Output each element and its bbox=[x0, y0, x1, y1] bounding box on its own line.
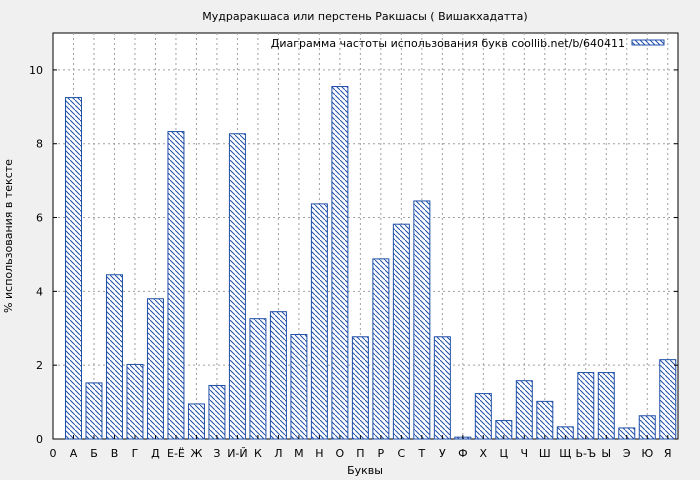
bar-16 bbox=[372, 258, 390, 440]
bar-26 bbox=[577, 372, 595, 440]
grid bbox=[53, 33, 678, 439]
legend-swatch bbox=[631, 39, 665, 46]
bar-12 bbox=[290, 334, 308, 440]
bar-2 bbox=[85, 382, 103, 440]
x-tick-label: Ы bbox=[601, 447, 611, 460]
x-tick-label: Г bbox=[132, 447, 139, 460]
x-tick-label: З bbox=[213, 447, 220, 460]
bar-23 bbox=[515, 380, 533, 440]
x-tick-label: Л bbox=[274, 447, 282, 460]
legend: Диаграмма частоты использования букв coo… bbox=[271, 37, 665, 50]
x-tick-label: Р bbox=[378, 447, 385, 460]
bar-13 bbox=[310, 203, 328, 440]
x-tick-label: Ш bbox=[539, 447, 551, 460]
bar-6 bbox=[167, 131, 185, 440]
x-tick-label: Ф bbox=[458, 447, 467, 460]
y-axis-title: % использования в тексте bbox=[2, 159, 15, 313]
y-tick-label: 0 bbox=[36, 433, 43, 446]
bar-15 bbox=[351, 336, 369, 440]
bar-3 bbox=[105, 274, 123, 440]
bar-7 bbox=[187, 403, 205, 440]
bar-14 bbox=[331, 86, 349, 440]
x-tick-label: А bbox=[70, 447, 78, 460]
bars bbox=[64, 86, 677, 440]
bar-9 bbox=[228, 133, 246, 440]
x-tick-label: Ч bbox=[521, 447, 529, 460]
bar-30 bbox=[659, 359, 677, 440]
x-tick-label: И-Й bbox=[227, 447, 247, 460]
bar-19 bbox=[433, 336, 451, 440]
x-tick-label: Ь-Ъ bbox=[575, 447, 596, 460]
bar-18 bbox=[413, 200, 431, 440]
x-tick-label: Т bbox=[417, 447, 425, 460]
x-tick-label: Е-Ё bbox=[167, 447, 185, 460]
y-tick-label: 10 bbox=[29, 64, 43, 77]
bar-17 bbox=[392, 223, 410, 440]
bar-27 bbox=[597, 372, 615, 440]
bar-5 bbox=[146, 298, 164, 440]
x-tick-label: Б bbox=[90, 447, 98, 460]
x-tick-label: Я bbox=[664, 447, 672, 460]
x-tick-label: Щ bbox=[559, 447, 571, 460]
bar-21 bbox=[474, 393, 492, 440]
chart-title: Мудраракшаса или перстень Ракшасы ( Виша… bbox=[202, 10, 527, 23]
x-tick-label: У bbox=[439, 447, 446, 460]
x-tick-label: Ю bbox=[641, 447, 653, 460]
bar-1 bbox=[64, 97, 82, 440]
x-tick-label: М bbox=[294, 447, 304, 460]
y-tick-label: 2 bbox=[36, 359, 43, 372]
x-origin-label: 0 bbox=[50, 447, 57, 460]
x-tick-label: В bbox=[111, 447, 119, 460]
bar-24 bbox=[536, 400, 554, 440]
x-axis: 0 А Б В Г Д Е-Ё Ж З И-Й К Л М Н О П Р С Т У Ф Х Ц Ч Ш Щ Ь-Ъ Ы Э Ю Я bbox=[50, 435, 672, 460]
bar-11 bbox=[269, 311, 287, 440]
y-axis: 0 2 4 6 8 10 bbox=[29, 64, 678, 446]
legend-label: Диаграмма частоты использования букв coo… bbox=[271, 37, 625, 50]
x-tick-label: Ж bbox=[191, 447, 203, 460]
x-tick-label: О bbox=[336, 447, 345, 460]
x-tick-label: К bbox=[254, 447, 262, 460]
x-tick-label: Н bbox=[315, 447, 323, 460]
y-tick-label: 8 bbox=[36, 138, 43, 151]
bar-8 bbox=[208, 384, 226, 440]
x-tick-label: Д bbox=[151, 447, 160, 460]
x-tick-label: Х bbox=[480, 447, 488, 460]
x-tick-label: Ц bbox=[500, 447, 509, 460]
x-tick-label: П bbox=[356, 447, 364, 460]
x-tick-label: С bbox=[398, 447, 406, 460]
x-axis-title: Буквы bbox=[347, 464, 383, 477]
bar-10 bbox=[249, 318, 267, 440]
y-tick-label: 6 bbox=[36, 212, 43, 225]
y-tick-label: 4 bbox=[36, 285, 43, 298]
bar-4 bbox=[126, 363, 144, 440]
x-tick-label: Э bbox=[623, 447, 631, 460]
